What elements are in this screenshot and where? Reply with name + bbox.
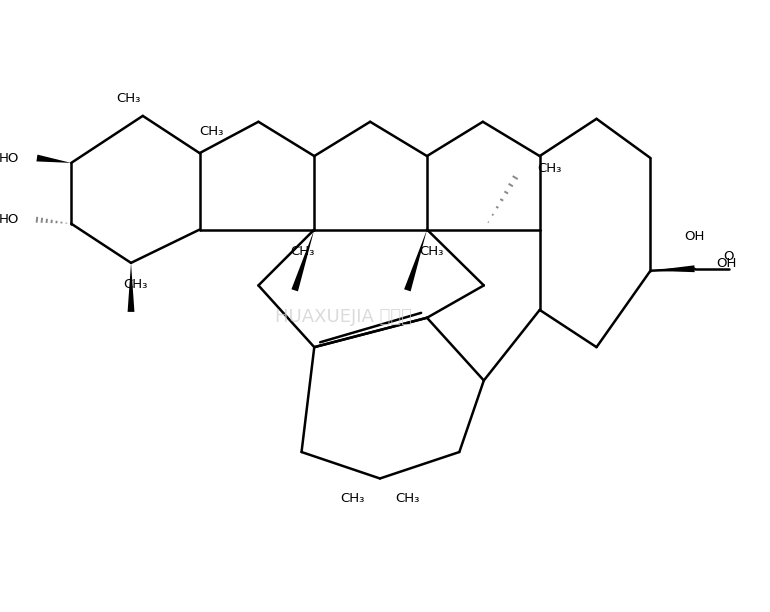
Polygon shape bbox=[36, 155, 72, 163]
Text: CH₃: CH₃ bbox=[340, 491, 365, 504]
Text: CH₃: CH₃ bbox=[116, 92, 140, 105]
Polygon shape bbox=[291, 230, 314, 291]
Polygon shape bbox=[651, 266, 695, 272]
Text: OH: OH bbox=[716, 258, 736, 271]
Text: HO: HO bbox=[0, 213, 19, 226]
Text: O: O bbox=[724, 250, 734, 263]
Text: CH₃: CH₃ bbox=[420, 245, 444, 258]
Text: HO: HO bbox=[0, 152, 19, 165]
Text: CH₃: CH₃ bbox=[537, 162, 561, 175]
Polygon shape bbox=[404, 230, 427, 291]
Text: CH₃: CH₃ bbox=[290, 245, 315, 258]
Text: CH₃: CH₃ bbox=[395, 491, 420, 504]
Text: CH₃: CH₃ bbox=[199, 125, 223, 138]
Text: CH₃: CH₃ bbox=[124, 278, 148, 291]
Text: OH: OH bbox=[685, 230, 705, 243]
Polygon shape bbox=[128, 263, 135, 312]
Text: HUAXUEJIA 化学加: HUAXUEJIA 化学加 bbox=[275, 308, 412, 326]
